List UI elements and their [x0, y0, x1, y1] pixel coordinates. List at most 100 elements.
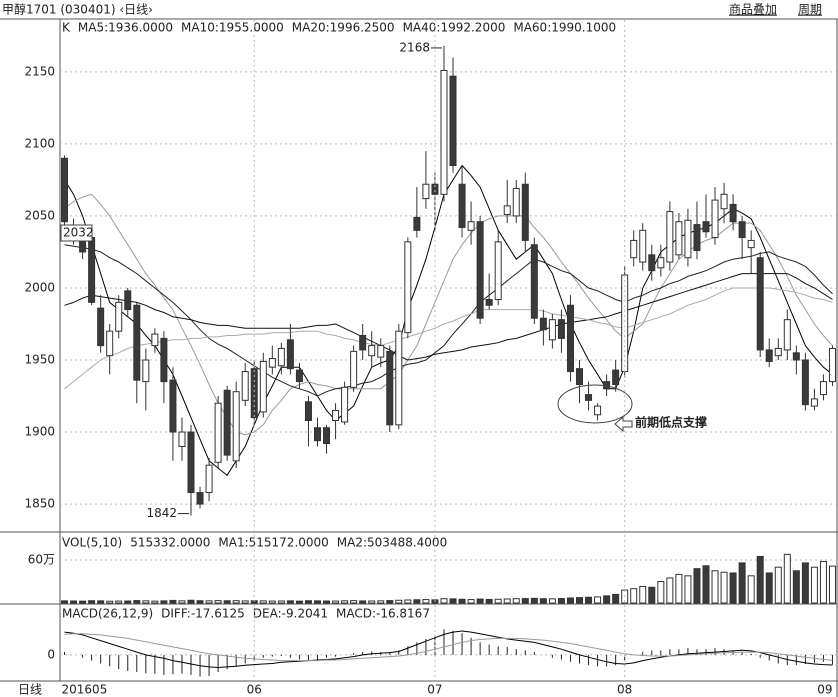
volume-bar: [566, 597, 574, 604]
candle-body: [350, 350, 358, 388]
period-button[interactable]: 周期: [798, 3, 822, 17]
candle-body: [729, 203, 737, 223]
ma-line: [64, 630, 833, 669]
volume-bar: [512, 598, 520, 604]
legend-item: MA1:515172.0000: [218, 536, 328, 550]
volume-bar: [205, 600, 213, 604]
y-tick-label: 2050: [24, 208, 55, 222]
volume-bar: [97, 600, 105, 604]
volume-bar: [594, 596, 602, 604]
volume-bar: [666, 577, 674, 604]
candle-body: [720, 193, 728, 210]
candle-body: [431, 183, 439, 195]
ma-line: [64, 287, 833, 390]
candle-body: [503, 205, 511, 215]
volume-bar: [774, 566, 782, 604]
y-tick-label: 1850: [24, 497, 55, 511]
volume-bar: [548, 598, 556, 604]
volume-bar: [810, 566, 818, 604]
x-tick-label: 201605: [62, 683, 108, 697]
volume-bar: [684, 575, 692, 604]
candle-body: [79, 239, 87, 253]
arrow: [614, 415, 633, 433]
volume-bar: [124, 600, 132, 604]
volume-bar: [277, 600, 285, 604]
candle-body: [404, 241, 412, 334]
volume-bar: [476, 598, 484, 604]
candle-body: [395, 330, 403, 426]
volume-bar: [214, 600, 222, 604]
candle-body: [765, 349, 773, 362]
candle-body: [512, 188, 520, 217]
volume-bar: [395, 599, 403, 604]
volume-bar: [187, 599, 195, 604]
volume-bar: [115, 600, 123, 604]
candle-body: [295, 369, 303, 383]
overlay-button[interactable]: 商品叠加: [729, 2, 777, 17]
candle-body: [178, 431, 186, 447]
candle-body: [530, 244, 538, 319]
candle-body: [332, 409, 340, 422]
candle-body: [467, 221, 475, 231]
candle-body: [711, 199, 719, 239]
candle-body: [142, 359, 150, 383]
candle-body: [205, 464, 213, 494]
candle-body: [187, 431, 195, 494]
volume-bar: [313, 600, 321, 604]
volume-bar: [783, 553, 791, 604]
candle-body: [585, 394, 593, 401]
volume-bar: [494, 598, 502, 604]
annotation: 前期低点支撑: [635, 415, 707, 430]
candle-body: [639, 229, 647, 263]
volume-bar: [801, 562, 809, 604]
volume-bar: [70, 600, 78, 604]
volume-bar: [160, 600, 168, 604]
x-tick-label: 07: [427, 683, 442, 697]
candle-body: [106, 330, 114, 357]
candle-body: [783, 319, 791, 351]
candle-body: [97, 307, 105, 347]
volume-bar: [323, 600, 331, 604]
candle-body: [747, 239, 755, 249]
volume-bar: [612, 593, 620, 604]
volume-bar: [485, 598, 493, 604]
volume-bar: [151, 600, 159, 604]
volume-bar: [350, 600, 358, 604]
y-tick-label: 2000: [24, 280, 55, 294]
candle-body: [377, 345, 385, 358]
legend-item: MA2:503488.4000: [337, 536, 447, 550]
volume-bar: [521, 598, 529, 604]
x-tick-label: 08: [617, 683, 632, 697]
y-tick-label: 2150: [24, 64, 55, 78]
candle-body: [286, 339, 294, 370]
volume-bar: [639, 586, 647, 604]
y-tick-label: 2100: [24, 136, 55, 150]
legend-item: VOL(5,10): [62, 536, 122, 550]
candle-body: [151, 333, 159, 347]
candle-body: [539, 317, 547, 331]
candle-body: [422, 183, 430, 200]
legend-item: MA20:1996.2500: [292, 21, 395, 35]
volume-bar: [756, 555, 764, 604]
candle-body: [548, 319, 556, 341]
x-axis-label: 日线: [18, 683, 42, 697]
volume-bar: [702, 565, 710, 604]
candle-body: [413, 216, 421, 231]
candle-body: [449, 75, 457, 167]
volume-bar: [503, 598, 511, 604]
candle-body: [259, 360, 267, 413]
volume-bar: [711, 570, 719, 604]
candle-body: [756, 257, 764, 351]
volume-bar: [657, 581, 665, 604]
volume-bar: [377, 600, 385, 604]
candle-body: [88, 237, 96, 303]
volume-bar: [585, 596, 593, 604]
legend-item: K: [62, 21, 71, 35]
legend-item: MA40:1992.2000: [403, 21, 506, 35]
volume-bar: [648, 586, 656, 604]
candle-body: [702, 221, 710, 233]
ma-line: [64, 633, 833, 662]
window-title: 甲醇1701 (030401) ‹日线›: [2, 2, 153, 17]
